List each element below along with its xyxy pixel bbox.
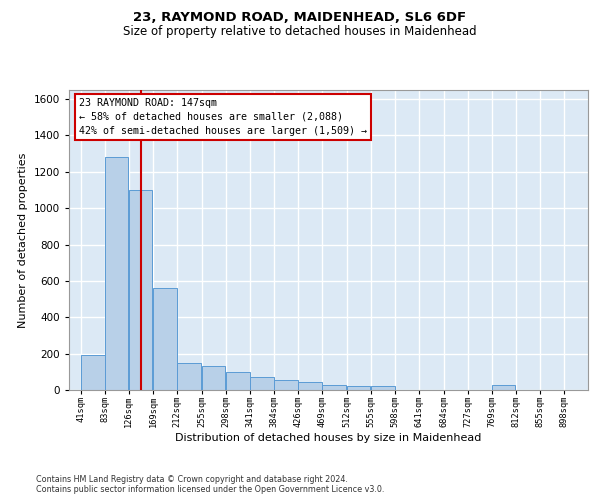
Bar bbox=[153, 288, 177, 390]
Bar bbox=[104, 158, 128, 390]
Text: 23 RAYMOND ROAD: 147sqm
← 58% of detached houses are smaller (2,088)
42% of semi: 23 RAYMOND ROAD: 147sqm ← 58% of detache… bbox=[79, 98, 367, 136]
Bar bbox=[322, 386, 346, 390]
Bar bbox=[178, 362, 201, 390]
Bar bbox=[491, 386, 515, 390]
Bar bbox=[274, 380, 298, 390]
Text: Contains HM Land Registry data © Crown copyright and database right 2024.: Contains HM Land Registry data © Crown c… bbox=[36, 475, 348, 484]
Bar bbox=[250, 378, 274, 390]
Bar bbox=[226, 372, 250, 390]
Text: Size of property relative to detached houses in Maidenhead: Size of property relative to detached ho… bbox=[123, 25, 477, 38]
Bar bbox=[202, 366, 225, 390]
Text: 23, RAYMOND ROAD, MAIDENHEAD, SL6 6DF: 23, RAYMOND ROAD, MAIDENHEAD, SL6 6DF bbox=[133, 11, 467, 24]
Y-axis label: Number of detached properties: Number of detached properties bbox=[18, 152, 28, 328]
Text: Contains public sector information licensed under the Open Government Licence v3: Contains public sector information licen… bbox=[36, 485, 385, 494]
X-axis label: Distribution of detached houses by size in Maidenhead: Distribution of detached houses by size … bbox=[175, 432, 482, 442]
Bar bbox=[129, 190, 152, 390]
Bar bbox=[81, 356, 104, 390]
Bar bbox=[347, 386, 370, 390]
Bar bbox=[298, 382, 322, 390]
Bar bbox=[371, 386, 395, 390]
